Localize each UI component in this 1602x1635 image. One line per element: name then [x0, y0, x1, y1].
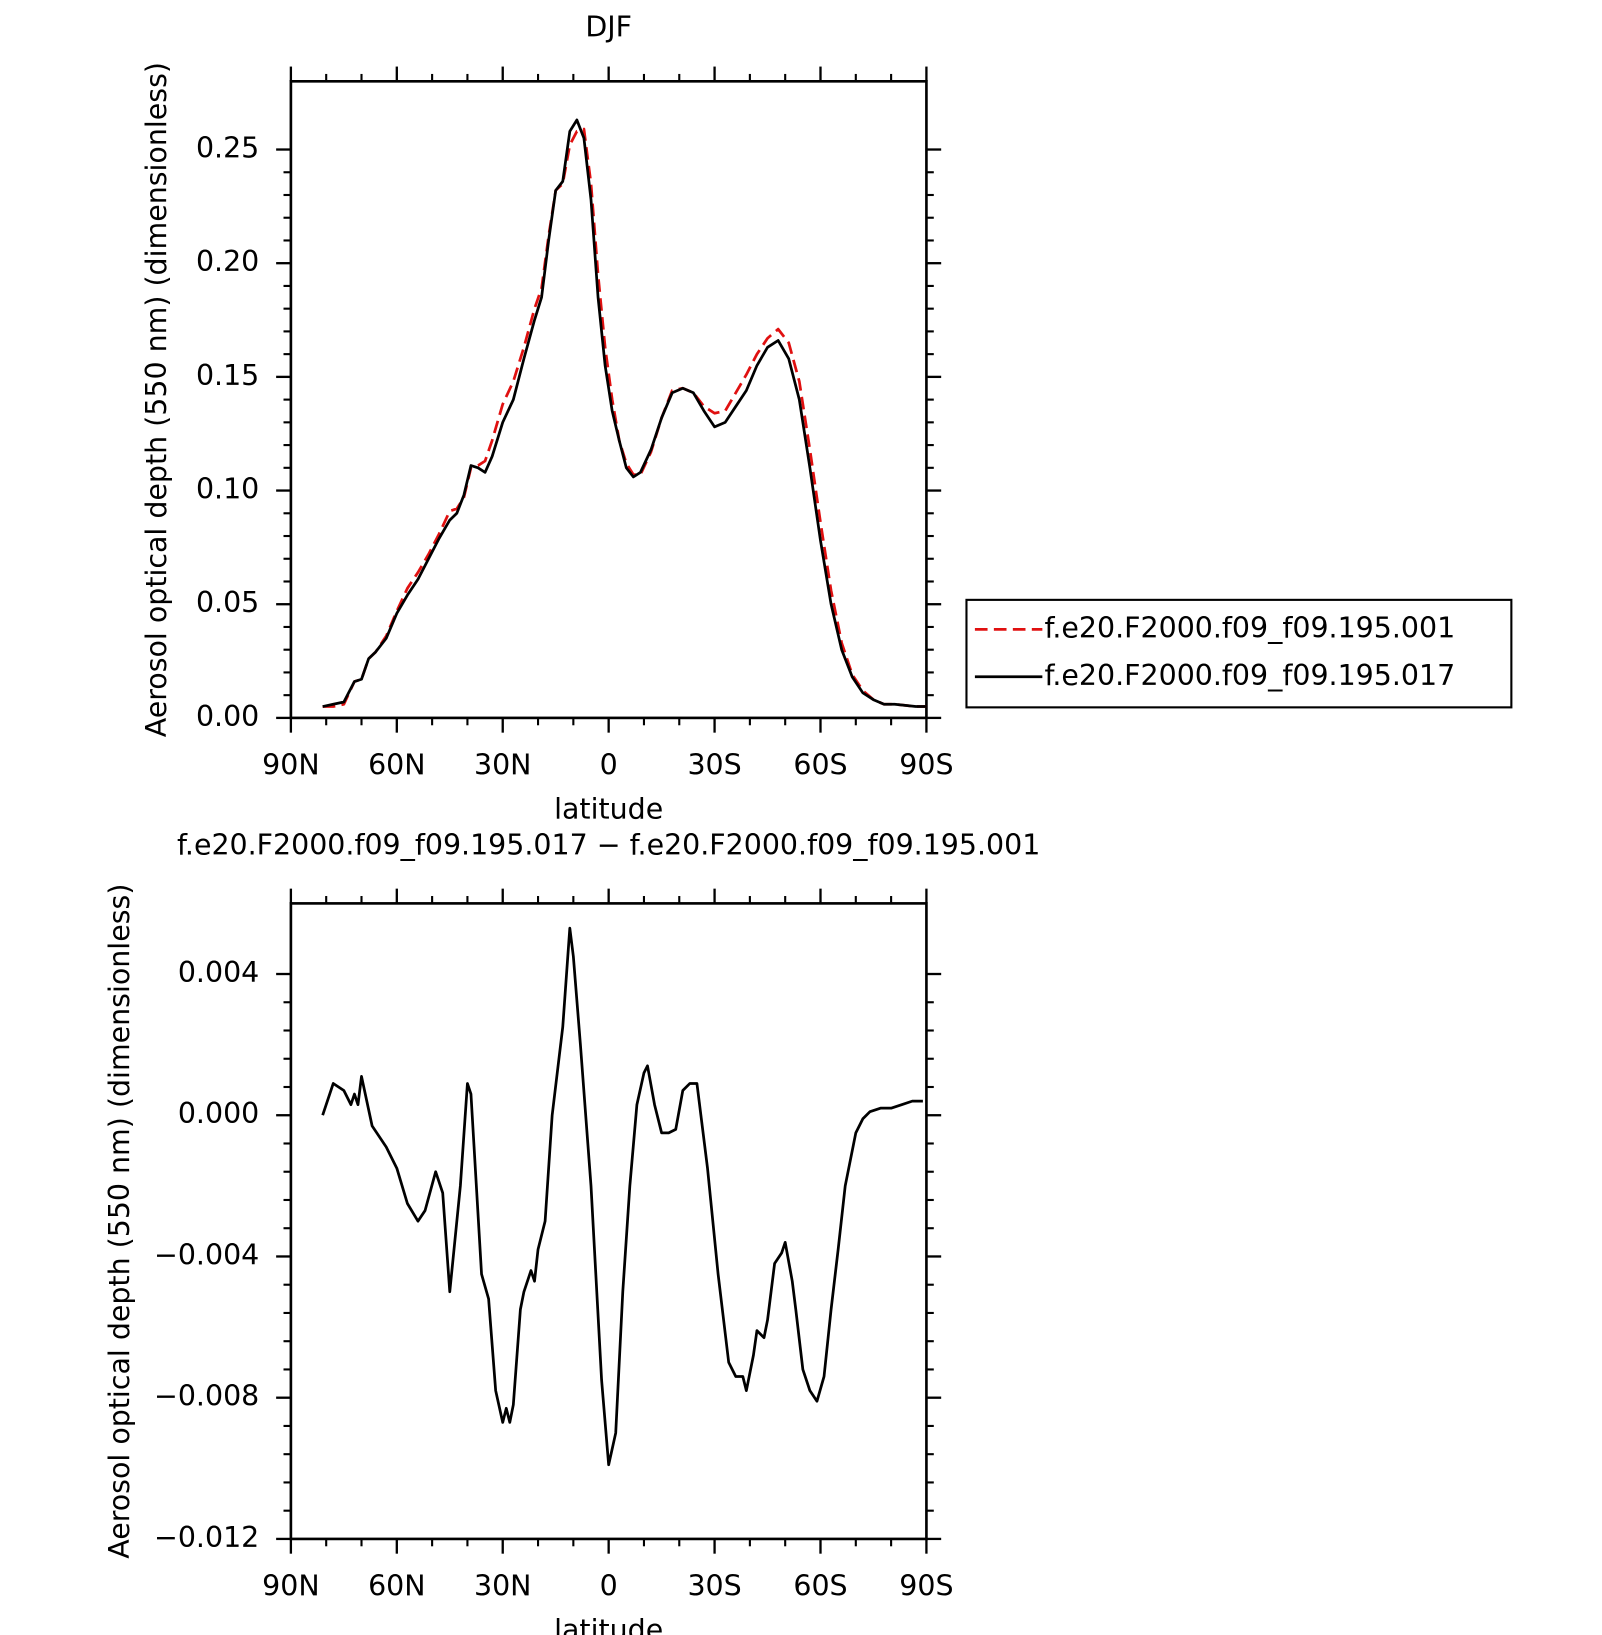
x-tick-label: 30N — [474, 748, 531, 781]
y-tick-label: 0.000 — [178, 1097, 259, 1130]
y-tick-label: 0.05 — [196, 586, 259, 619]
y-tick-label: −0.004 — [154, 1238, 259, 1271]
y-tick-label: 0.004 — [178, 956, 259, 989]
y-tick-label: 0.15 — [196, 359, 259, 392]
legend-box — [965, 598, 1513, 709]
data-line — [322, 127, 927, 708]
x-tick-label: 90S — [899, 1569, 953, 1602]
y-tick-label: −0.008 — [154, 1380, 259, 1413]
x-tick-label: 0 — [600, 1569, 618, 1602]
x-tick-label: 30N — [474, 1569, 531, 1602]
x-tick-label: 90N — [262, 748, 319, 781]
x-tick-label: 60S — [793, 1569, 847, 1602]
data-line — [321, 926, 923, 1467]
y-axis-label: Aerosol optical depth (550 nm) (dimensio… — [103, 884, 136, 1559]
plot-frame — [289, 80, 928, 720]
x-tick-label: 60S — [793, 748, 847, 781]
x-axis-label: latitude — [554, 793, 663, 826]
y-axis-label: Aerosol optical depth (550 nm) (dimensio… — [140, 62, 173, 737]
y-tick-label: 0.25 — [196, 132, 259, 165]
x-tick-label: 90N — [262, 1569, 319, 1602]
chart-title: f.e20.F2000.f09_f09.195.017 − f.e20.F200… — [177, 828, 1040, 861]
legend: f.e20.F2000.f09_f09.195.001 f.e20.F2000.f… — [965, 598, 1513, 709]
legend-label: f.e20.F2000.f09_f09.195.017 — [1044, 659, 1455, 692]
y-tick-label: 0.00 — [196, 700, 259, 733]
x-tick-label: 90S — [899, 748, 953, 781]
x-tick-label: 60N — [368, 748, 425, 781]
chart-title: DJF — [585, 11, 632, 44]
x-tick-label: 30S — [687, 1569, 741, 1602]
plot-frame — [289, 902, 928, 1541]
data-line — [322, 118, 927, 708]
x-tick-label: 0 — [600, 748, 618, 781]
chart-panel: 90N 60N 30N 0 30S 60S 90S 0.00 0.05 0.10 0.15 0.20 0… — [140, 11, 1513, 826]
x-tick-label: 30S — [687, 748, 741, 781]
y-tick-label: 0.10 — [196, 473, 259, 506]
y-tick-label: −0.012 — [154, 1521, 259, 1554]
x-tick-label: 60N — [368, 1569, 425, 1602]
y-tick-label: 0.20 — [196, 245, 259, 278]
legend-label: f.e20.F2000.f09_f09.195.001 — [1044, 611, 1455, 644]
x-axis-label: latitude — [554, 1614, 663, 1635]
chart-panel: 90N 60N 30N 0 30S 60S 90S −0.012 −0.008 −0.004 0.0… — [103, 828, 1040, 1635]
